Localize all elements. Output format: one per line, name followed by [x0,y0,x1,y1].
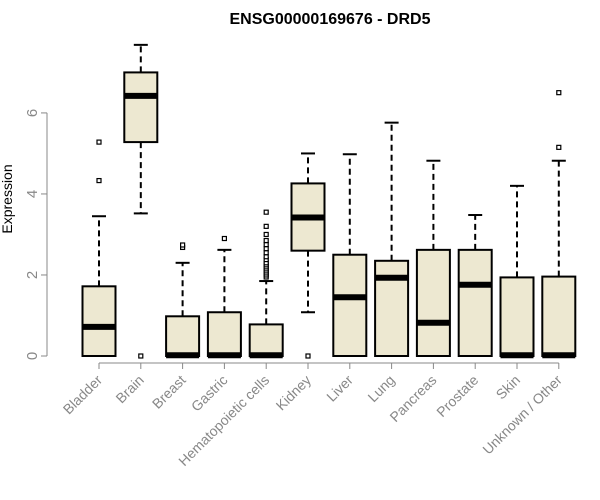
box-iqr [165,315,201,357]
outlier-point [263,241,269,248]
x-tick-label: Prostate [433,372,481,420]
box-kidney [290,152,326,359]
outlier-point [96,139,102,145]
box-pancreas [415,159,451,358]
outlier-point [263,237,269,244]
box-unknown-other [541,90,577,359]
x-tick-label: Bladder [60,372,106,418]
box-iqr [206,311,242,357]
outlier-point [263,231,269,238]
box-iqr [415,248,451,358]
box-iqr [499,276,535,357]
outlier-point [263,250,269,256]
outlier-point [263,209,269,215]
outlier-point [263,254,269,260]
x-tick-label: Kidney [273,372,315,414]
box-iqr [332,253,368,357]
box-gastric [206,235,242,359]
box-series [81,43,577,359]
outlier-point [556,90,562,96]
outlier-point [180,242,186,248]
y-axis-label: Expression [0,164,15,233]
outlier-point [138,353,144,359]
box-hematopoietic-cells [248,209,284,359]
box-iqr [123,71,159,144]
box-prostate [457,214,493,358]
box-liver [332,153,368,357]
outlier-point [305,353,311,359]
box-iqr [248,323,284,357]
x-tick-label: Skin [493,372,524,403]
box-bladder [81,139,117,358]
chart-title: ENSG00000169676 - DRD5 [229,11,430,28]
x-tick-label: Brain [112,372,146,406]
y-tick-label: 0 [24,352,41,360]
outlier-point [556,144,562,150]
box-lung [374,121,410,357]
x-tick-label: Breast [149,372,189,412]
box-iqr [457,248,493,358]
outlier-point [263,246,269,252]
outlier-point [221,235,227,242]
x-tick-label: Unknown / Other [479,372,565,458]
box-iqr [541,275,577,358]
box-brain [123,43,159,359]
y-axis: 0 2 4 6 [24,109,48,360]
outlier-point [263,223,269,229]
y-tick-label: 4 [24,190,41,198]
y-tick-label: 2 [24,271,41,279]
outlier-point [96,177,102,184]
box-iqr [81,285,117,358]
y-tick-label: 6 [24,109,41,117]
x-tick-label: Liver [323,372,356,405]
x-tick-label: Lung [364,372,397,405]
box-breast [165,242,201,359]
box-skin [499,184,535,359]
